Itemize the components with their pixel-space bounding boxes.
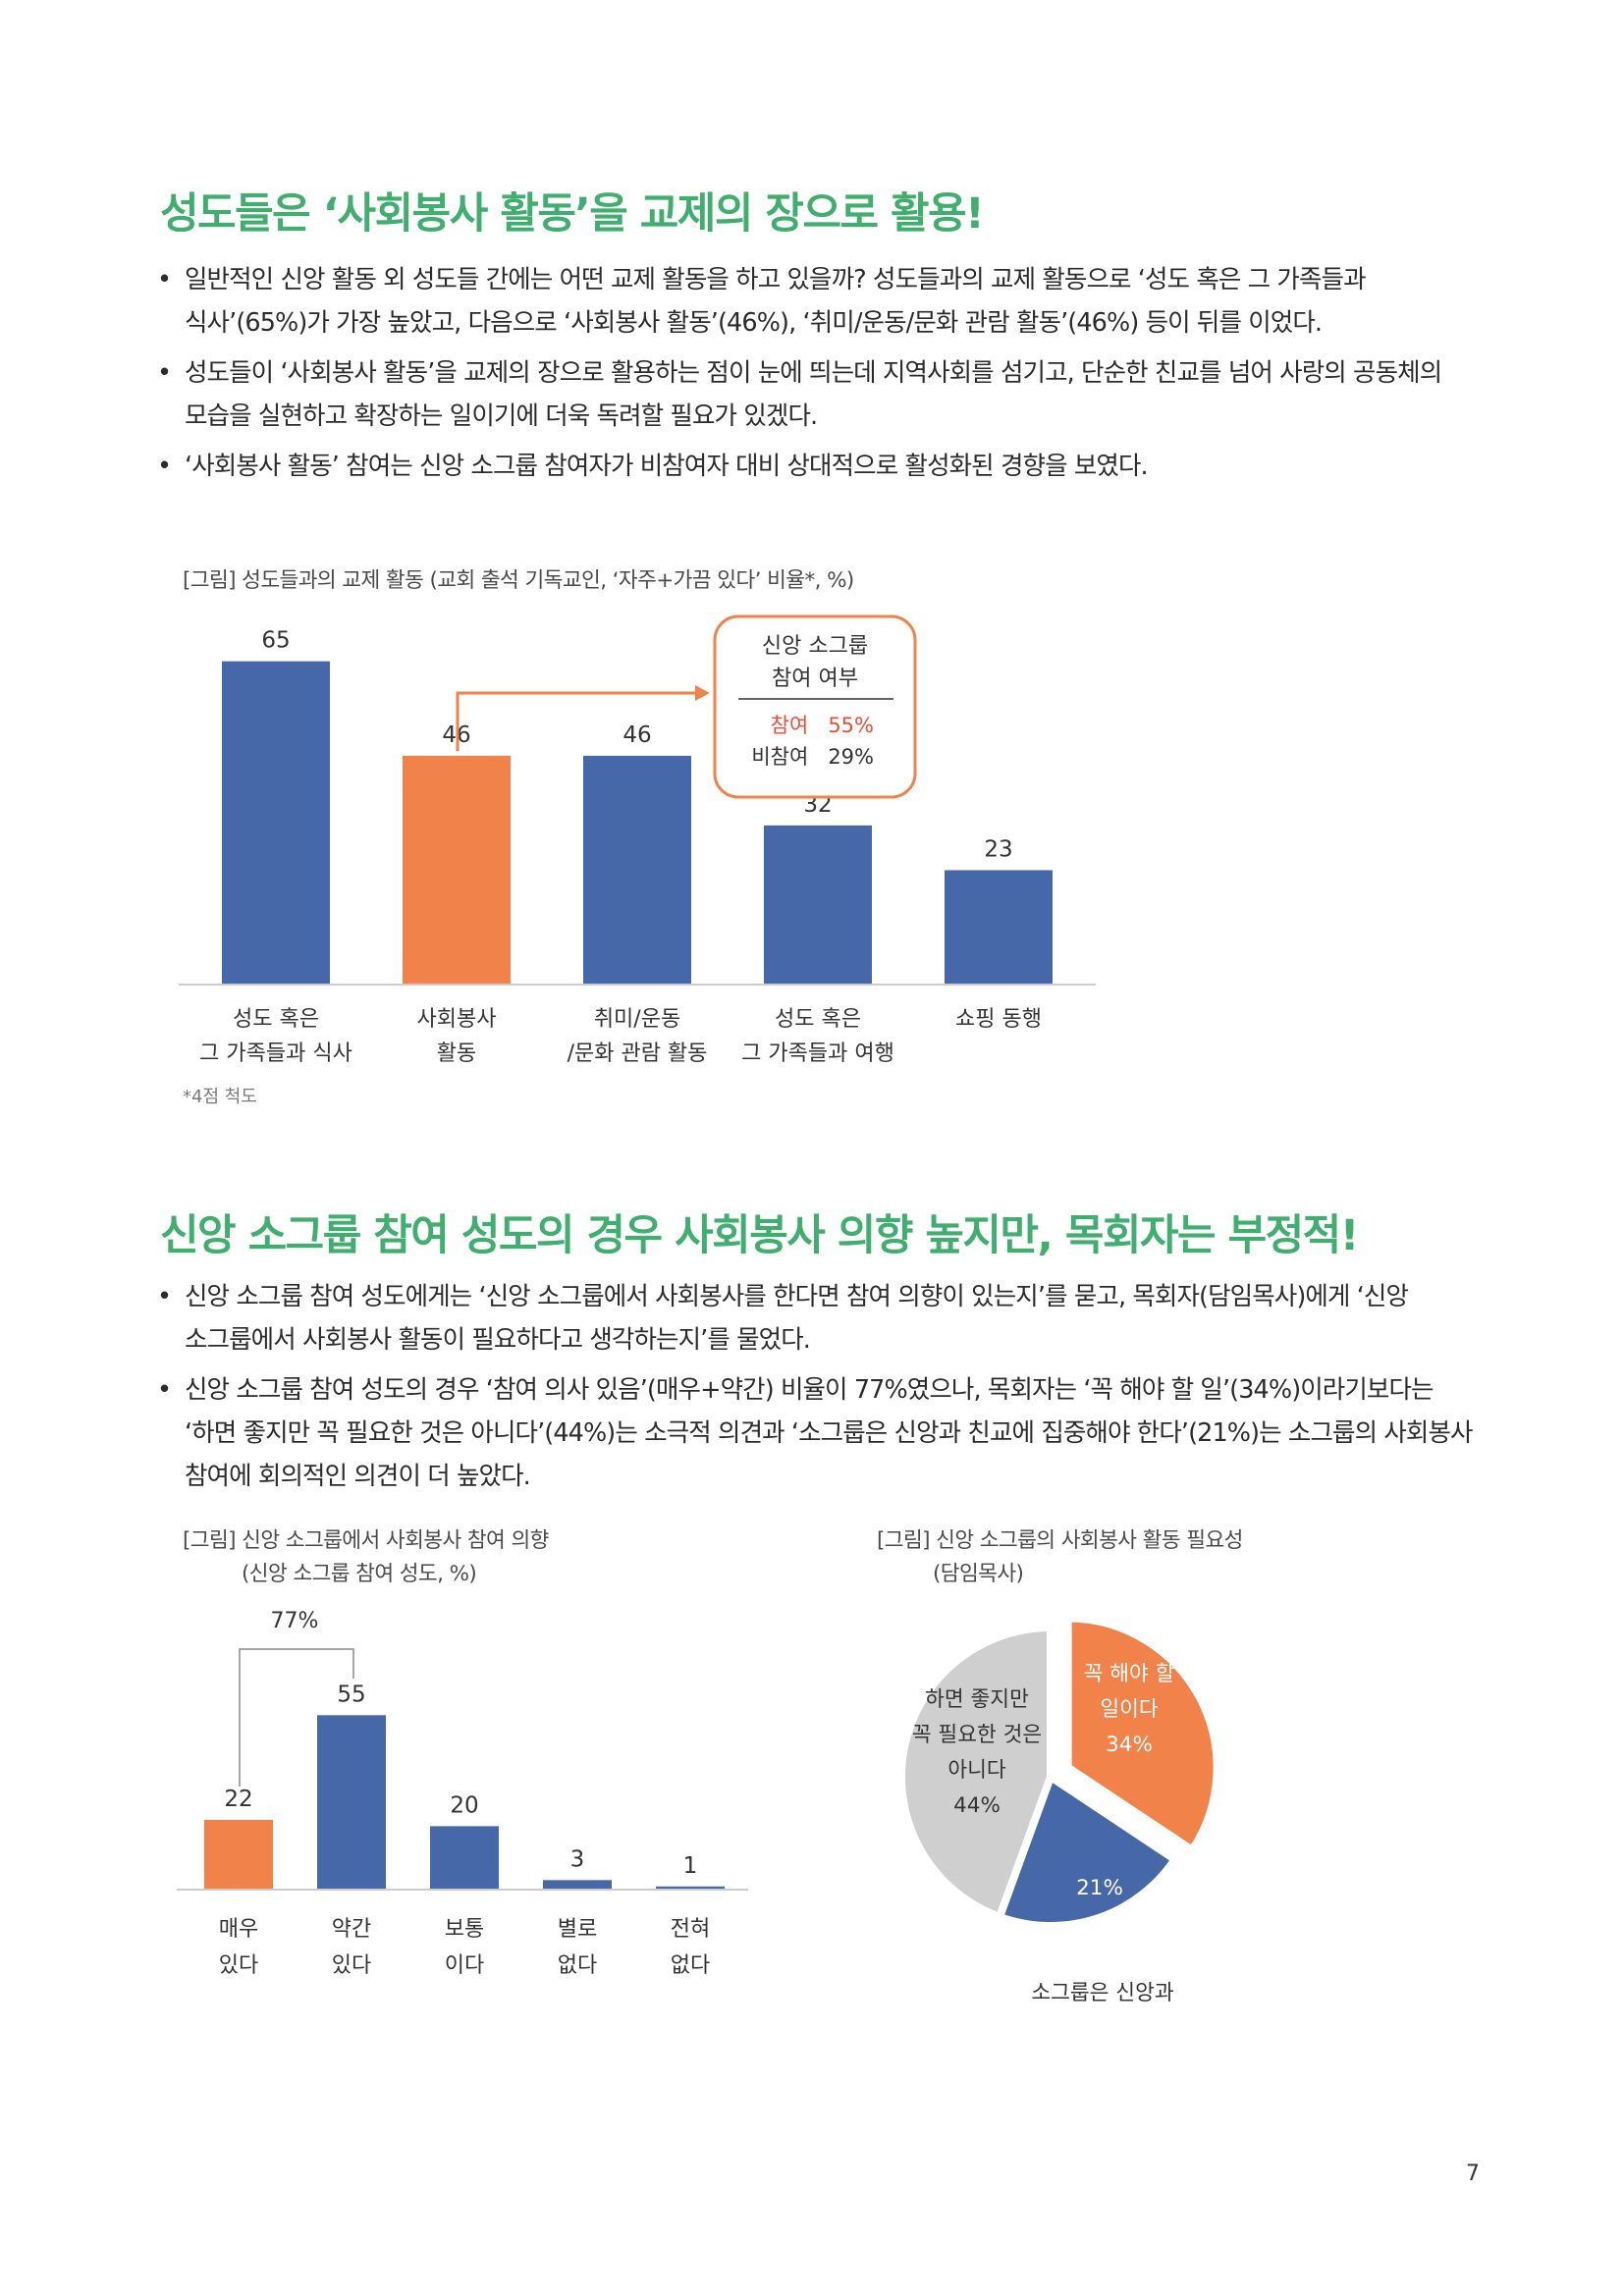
chart2-value-label: 20 [450, 1792, 478, 1818]
chart1-category-label: 사회봉사 [417, 1007, 497, 1032]
chart2-category-label: 이다 [445, 1953, 484, 1978]
chart1-category-label: /문화 관람 활동 [568, 1041, 708, 1066]
chart2-bar [543, 1880, 612, 1890]
section2-bullet-2: 신앙 소그룹 참여 성도의 경우 ‘참여 의사 있음’(매우+약간) 비율이 7… [157, 1368, 1488, 1498]
section2-bullet-1: 신앙 소그룹 참여 성도에게는 ‘신앙 소그룹에서 사회봉사를 한다면 참여 의… [157, 1275, 1488, 1362]
figure1-caption: [그림] 성도들과의 교제 활동 (교회 출석 기독교인, ‘자주+가끔 있다’… [183, 568, 854, 593]
chart2-bar [204, 1819, 273, 1890]
chart2-category-label: 없다 [671, 1953, 710, 1978]
bracket-77-label: 77% [271, 1609, 319, 1633]
figure3-caption-line2: (담임목사) [933, 1562, 1024, 1586]
chart2-category-label: 보통 [445, 1917, 484, 1942]
section1-title: 성도들은 ‘사회봉사 활동’을 교제의 장으로 활용! [160, 189, 985, 239]
chart1-category-label: 성도 혹은 [775, 1007, 861, 1032]
chart2-category-label: 있다 [332, 1953, 371, 1978]
pie-slice [897, 1623, 1055, 1922]
chart1-category-label: 그 가족들과 여행 [741, 1041, 894, 1066]
pie-value-label: 44% [953, 1793, 1001, 1818]
callout-arrow [456, 691, 695, 751]
bracket-77 [239, 1648, 354, 1787]
chart2-value-label: 22 [224, 1787, 252, 1812]
chart1-bar [583, 755, 691, 985]
chart2-value-label: 3 [570, 1846, 585, 1872]
figure3-caption-line1: [그림] 신앙 소그룹의 사회봉사 활동 필요성 [877, 1528, 1243, 1553]
pie-value-label: 34% [1106, 1733, 1153, 1757]
callout-title-line2: 참여 여부 [772, 667, 858, 691]
pie-slice-label: 아니다 [947, 1758, 1006, 1783]
chart2-value-label: 55 [337, 1682, 365, 1707]
section1-bullets: 일반적인 신앙 활동 외 성도들 간에는 어떤 교제 활동을 하고 있을까? 성… [157, 258, 1488, 495]
chart1-category-label: 활동 [437, 1041, 476, 1066]
chart2-category-label: 별로 [558, 1917, 597, 1942]
chart1-bar [764, 825, 872, 985]
figure2-caption-line2: (신앙 소그룹 참여 성도, %) [242, 1562, 477, 1586]
chart1-category-label: 취미/운동 [594, 1007, 680, 1032]
pie-slice-label: 꼭 필요한 것은 [912, 1723, 1042, 1747]
chart1-bar [945, 870, 1053, 985]
pie-slice-label: 꼭 해야 할 [1084, 1662, 1175, 1686]
chart1-value-label: 23 [984, 836, 1012, 862]
chart2-category-label: 없다 [558, 1953, 597, 1978]
figure2-caption-line1: [그림] 신앙 소그룹에서 사회봉사 참여 의향 [183, 1528, 549, 1553]
pie-slice [994, 1770, 1181, 1930]
section1-bullet-1: 일반적인 신앙 활동 외 성도들 간에는 어떤 교제 활동을 하고 있을까? 성… [157, 258, 1488, 345]
section2-title: 신앙 소그룹 참여 성도의 경우 사회봉사 의향 높지만, 목회자는 부정적! [160, 1211, 1359, 1260]
chart2-category-label: 매우 [219, 1917, 258, 1942]
callout-arrowhead [695, 685, 710, 701]
chart1-category-label: 그 가족들과 식사 [199, 1041, 352, 1066]
section1-bullet-3: ‘사회봉사 활동’ 참여는 신앙 소그룹 참여자가 비참여자 대비 상대적으로 … [157, 445, 1488, 488]
chart1-value-label: 46 [622, 722, 651, 748]
chart2-bar [430, 1826, 499, 1890]
chart2-value-label: 1 [683, 1853, 698, 1879]
section2-bullets: 신앙 소그룹 참여 성도에게는 ‘신앙 소그룹에서 사회봉사를 한다면 참여 의… [157, 1275, 1488, 1505]
section1-bullet-2: 성도들이 ‘사회봉사 활동’을 교제의 장으로 활용하는 점이 눈에 띄는데 지… [157, 351, 1488, 438]
pie-slice-label: 소그룹은 신앙과 [1031, 1981, 1174, 2005]
callout-title-line1: 신앙 소그룹 [762, 634, 868, 659]
pie-slice-label: 일이다 [1100, 1697, 1159, 1722]
footnote: *4점 척도 [183, 1087, 257, 1107]
chart2-category-label: 약간 [332, 1917, 371, 1942]
callout-row-nonparticipate: 비참여 29% [751, 745, 874, 769]
chart1-category-label: 성도 혹은 [233, 1007, 319, 1032]
pie-value-label: 21% [1076, 1876, 1123, 1900]
chart2-bar [656, 1886, 725, 1890]
pie-slice [1063, 1614, 1221, 1856]
chart2-bar [317, 1715, 386, 1890]
callout-box [713, 614, 917, 799]
chart2-category-label: 전혀 [671, 1917, 710, 1942]
callout-row-participate: 참여 55% [771, 714, 874, 737]
chart1-bar [403, 755, 511, 985]
chart1-bar [222, 661, 330, 985]
chart1-value-label: 65 [261, 628, 290, 654]
page-number: 7 [1466, 2162, 1480, 2186]
chart1-category-label: 쇼핑 동행 [955, 1007, 1042, 1032]
chart2-category-label: 있다 [219, 1953, 258, 1978]
pie-slice-label: 하면 좋지만 [925, 1687, 1029, 1712]
